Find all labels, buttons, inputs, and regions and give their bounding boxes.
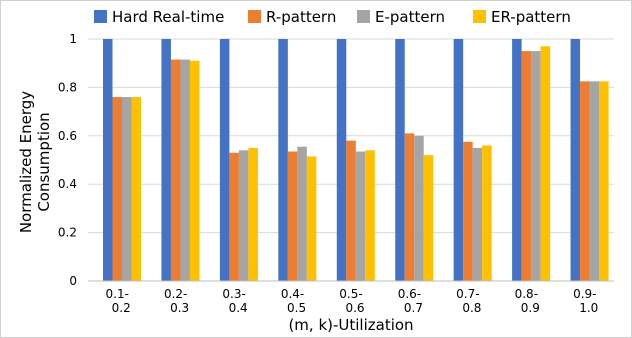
bar-er-pattern	[540, 46, 551, 282]
bar-er-pattern	[248, 147, 258, 281]
bar-e-pattern	[472, 147, 483, 281]
x-tick-label: 0.4-0.5	[281, 287, 306, 315]
y-tick-label: 0.2	[58, 226, 77, 240]
bar-hard-real-time	[395, 39, 405, 281]
bar-er-pattern	[131, 97, 141, 281]
legend-label: Hard Real-time	[112, 8, 224, 26]
bar-er-pattern	[482, 145, 492, 281]
legend-swatch	[248, 10, 261, 23]
bar-r-pattern	[170, 59, 181, 281]
bar-hard-real-time	[453, 39, 464, 281]
bar-er-pattern	[423, 155, 434, 281]
bar-hard-real-time	[278, 39, 288, 281]
bar-r-pattern	[404, 133, 415, 281]
bar-e-pattern	[531, 51, 541, 281]
axes: 0 0.2 0.4 0.6 0.8 1 0.1-0.2 0.2-0.3 0.3-0.4 0.4-0…	[58, 32, 614, 315]
x-tick-label: 0.3-0.4	[222, 287, 247, 315]
bar-hard-real-time	[570, 39, 581, 281]
bar-hard-real-time	[161, 39, 171, 281]
bar-hard-real-time	[219, 39, 230, 281]
bars	[103, 39, 609, 282]
bar-e-pattern	[122, 97, 132, 281]
bar-e-pattern	[589, 81, 600, 281]
bar-r-pattern	[287, 151, 298, 281]
bar-er-pattern	[365, 150, 375, 281]
x-tick-label: 0.1-0.2	[106, 287, 131, 315]
bar-hard-real-time	[103, 39, 113, 281]
bar-e-pattern	[355, 151, 366, 281]
bar-er-pattern	[599, 81, 609, 281]
legend-label: ER-pattern	[491, 8, 571, 26]
y-tick-label: 0.6	[58, 129, 77, 143]
bar-e-pattern	[297, 146, 307, 281]
legend-label: E-pattern	[375, 8, 445, 26]
legend-swatch	[94, 10, 107, 23]
bar-r-pattern	[346, 140, 356, 281]
legend-swatch	[473, 10, 486, 23]
bar-hard-real-time	[512, 39, 522, 281]
y-tick-label: 0.4	[58, 177, 77, 191]
x-tick-label: 0.8-0.9	[515, 287, 540, 315]
y-tick-label: 1	[69, 32, 77, 46]
bar-r-pattern	[580, 81, 590, 281]
bar-e-pattern	[180, 59, 190, 281]
y-axis-title: Normalized EnergyConsumption	[17, 91, 53, 233]
bar-r-pattern	[229, 152, 239, 281]
x-tick-label: 0.9-1.0	[573, 287, 598, 315]
x-tick-label: 0.6-0.7	[398, 287, 423, 315]
bar-e-pattern	[238, 150, 249, 281]
bar-e-pattern	[414, 135, 424, 281]
bar-er-pattern	[306, 156, 317, 281]
legend-swatch	[357, 10, 370, 23]
x-tick-label: 0.7-0.8	[456, 287, 481, 315]
bar-r-pattern	[112, 97, 122, 281]
legend: Hard Real-time R-pattern E-pattern ER-patte…	[94, 8, 571, 26]
x-tick-label: 0.2-0.3	[164, 287, 189, 315]
x-tick-label: 0.5-0.6	[339, 287, 364, 315]
y-tick-label: 0	[69, 274, 77, 288]
bar-hard-real-time	[336, 39, 347, 281]
bar-r-pattern	[521, 51, 532, 281]
y-tick-label: 0.8	[58, 80, 77, 94]
x-axis-title: (m, k)-Utilization	[288, 316, 413, 334]
bar-r-pattern	[463, 141, 473, 281]
legend-label: R-pattern	[266, 8, 336, 26]
bar-er-pattern	[189, 60, 200, 281]
